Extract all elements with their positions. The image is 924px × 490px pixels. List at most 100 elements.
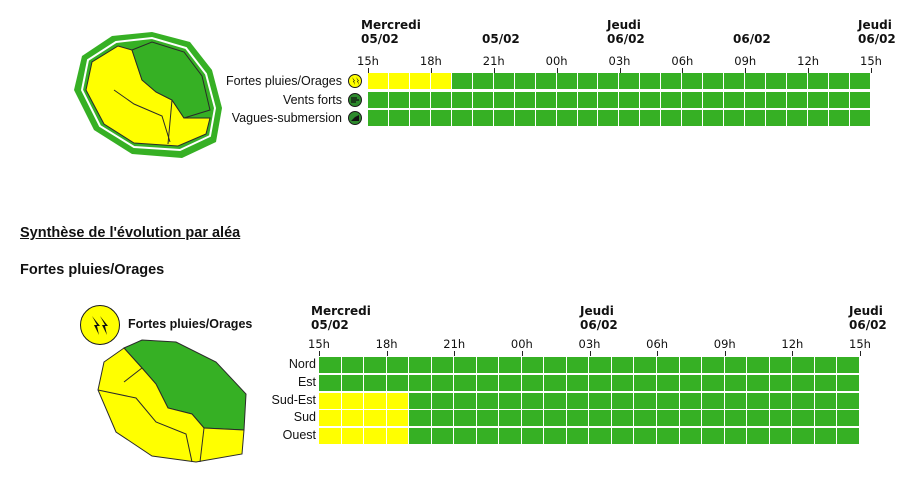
time-tick-label: 03h: [578, 337, 601, 351]
region-label: Est: [297, 374, 316, 389]
timeline-cell-yellow: [319, 428, 342, 445]
time-tick-label: 15h: [308, 337, 330, 351]
time-tick-mark: [792, 351, 794, 356]
time-tick-label: 21h: [482, 54, 505, 68]
timeline-cell-green: [472, 73, 494, 89]
timeline-cell-green: [589, 428, 612, 445]
timeline-cell-green: [476, 410, 500, 427]
timeline-cell-green: [451, 110, 473, 126]
timeline-cell-green: [682, 110, 704, 126]
timeline-cell-green: [661, 73, 683, 89]
row-label-rain: Fortes pluies/Orages: [225, 74, 342, 88]
timeline-cell-green: [702, 374, 725, 391]
timeline-cell-green: [409, 91, 431, 108]
synthesis-title: Synthèse de l'évolution par aléa: [20, 225, 241, 241]
time-tick-mark: [493, 68, 495, 73]
timeline-row: [368, 110, 871, 126]
timeline-cell-green: [703, 110, 725, 126]
timeline-cell-green: [319, 374, 342, 391]
time-tick-mark: [808, 68, 810, 73]
timeline-cell-yellow: [368, 73, 389, 89]
time-tick-mark: [556, 68, 558, 73]
timeline-cell-green: [702, 428, 725, 445]
row-label-waves: Vagues-submersion: [231, 111, 342, 125]
time-tick-mark: [454, 351, 456, 356]
time-tick-label: 12h: [797, 54, 820, 68]
island-overview-map: [74, 32, 222, 158]
day-header-wed-noon: 05/02: [482, 32, 520, 46]
timeline-cell-green: [499, 374, 522, 391]
timeline-cell-green: [724, 428, 748, 445]
timeline-row: [319, 374, 860, 391]
timeline-cell-green: [544, 428, 567, 445]
day-header-thu-noon: 06/02: [733, 32, 771, 46]
timeline-cell-green: [544, 392, 567, 409]
timeline-cell-green: [430, 110, 452, 126]
timeline-cell-green: [577, 110, 599, 126]
day-header-thu: Jeudi 06/02: [607, 18, 645, 46]
timeline-cell-green: [702, 410, 725, 427]
time-tick-label: 00h: [545, 54, 568, 68]
timeline-cell-green: [766, 91, 788, 108]
time-tick-label: 15h: [357, 54, 379, 68]
timeline-cell-green: [544, 410, 567, 427]
timeline-cell-green: [656, 374, 680, 391]
timeline-cell-green: [828, 73, 850, 89]
timeline-cell-green: [703, 91, 725, 108]
timeline-cell-green: [514, 91, 536, 108]
region-label: Nord: [288, 357, 316, 371]
timeline-cell-green: [640, 91, 662, 108]
timeline-cell-green: [341, 357, 365, 373]
timeline-cell-green: [368, 110, 389, 126]
timeline-cell-green: [634, 357, 657, 373]
timeline-cell-green: [493, 110, 515, 126]
timeline-cell-green: [598, 91, 620, 108]
timeline-cell-green: [409, 410, 432, 427]
timeline-cell-green: [787, 73, 809, 89]
timeline-cell-green: [634, 392, 657, 409]
timeline-cell-yellow: [430, 73, 452, 89]
timeline-cell-green: [814, 428, 838, 445]
timeline-cell-green: [589, 357, 612, 373]
timeline-cell-green: [521, 374, 545, 391]
timeline-cell-green: [619, 73, 641, 89]
timeline-cell-green: [703, 73, 725, 89]
syn-day-header-thu-end: Jeudi 06/02: [849, 304, 887, 332]
wind-icon: [348, 93, 362, 107]
time-tick-label: 12h: [781, 337, 804, 351]
timeline-cell-green: [476, 374, 500, 391]
timeline-cell-green: [566, 392, 590, 409]
timeline-cell-green: [451, 91, 473, 108]
syn-day-header-thu: Jeudi 06/02: [580, 304, 618, 332]
timeline-cell-yellow: [341, 410, 365, 427]
timeline-cell-green: [388, 91, 410, 108]
timeline-cell-green: [451, 73, 473, 89]
timeline-cell-green: [745, 91, 767, 108]
timeline-cell-green: [535, 91, 557, 108]
timeline-cell-green: [661, 110, 683, 126]
row-label-wind: Vents forts: [282, 93, 342, 107]
timeline-cell-green: [409, 428, 432, 445]
timeline-cell-green: [556, 91, 578, 108]
time-tick-mark: [682, 68, 684, 73]
timeline-cell-green: [724, 374, 748, 391]
time-tick-label: 03h: [608, 54, 631, 68]
timeline-cell-green: [679, 428, 703, 445]
time-tick-mark: [860, 351, 861, 356]
timeline-cell-green: [724, 410, 748, 427]
timeline-cell-green: [849, 73, 871, 89]
timeline-cell-green: [828, 91, 850, 108]
timeline-row: [319, 357, 860, 373]
timeline-cell-green: [431, 410, 455, 427]
timeline-cell-green: [849, 110, 871, 126]
time-tick-mark: [619, 68, 621, 73]
timeline-cell-yellow: [319, 392, 342, 409]
timeline-cell-green: [535, 73, 557, 89]
timeline-cell-green: [656, 357, 680, 373]
timeline-cell-green: [619, 110, 641, 126]
legend-label: Fortes pluies/Orages: [128, 317, 253, 331]
timeline-row: [319, 392, 860, 409]
timeline-cell-yellow: [386, 428, 410, 445]
timeline-cell-green: [431, 374, 455, 391]
thunderstorm-legend-icon: [80, 305, 120, 345]
